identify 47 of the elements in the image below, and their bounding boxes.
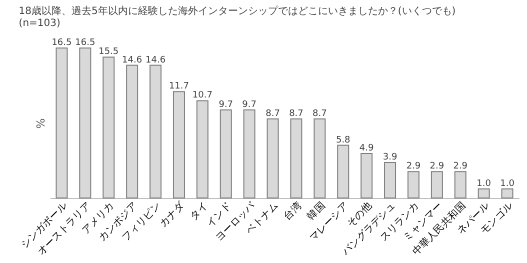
data-label: 16.5	[75, 38, 96, 48]
data-label: 3.9	[382, 152, 398, 163]
bar	[384, 162, 396, 198]
data-label: 1.0	[476, 178, 492, 189]
x-tick-label: 韓国	[304, 200, 328, 222]
data-label: 8.7	[312, 108, 327, 119]
bar	[430, 171, 443, 198]
x-tick-label: カナダ	[157, 199, 188, 230]
chart-subtitle: (n=103)	[18, 18, 61, 29]
data-label: 8.7	[266, 108, 280, 119]
bar	[290, 118, 302, 198]
bar	[102, 56, 115, 198]
bar	[172, 91, 185, 198]
bar	[360, 152, 373, 198]
y-axis-title: %	[34, 118, 48, 129]
data-label: 10.7	[192, 90, 212, 101]
bar	[126, 64, 138, 198]
data-label: 4.9	[359, 143, 374, 154]
bar	[150, 64, 162, 198]
bar	[478, 188, 490, 198]
bar	[243, 109, 256, 198]
data-label: 9.7	[242, 100, 256, 110]
data-label: 16.5	[52, 38, 72, 48]
data-label: 15.5	[98, 47, 119, 58]
data-label: 9.7	[218, 100, 234, 110]
data-label: 5.8	[336, 135, 351, 146]
data-label: 14.6	[122, 55, 142, 66]
bar	[337, 144, 350, 198]
chart-title: 18歳以降、過去5年以内に経験した海外インターンシップではどこにいきましたか？(いくつでも)	[18, 5, 456, 17]
data-label: 2.9	[430, 162, 444, 172]
bar	[56, 48, 68, 198]
data-label: 8.7	[289, 108, 304, 119]
data-label: 11.7	[168, 82, 189, 92]
data-label: 2.9	[406, 162, 421, 172]
x-tick-label: タイ	[188, 200, 210, 222]
bar	[196, 100, 208, 198]
data-label: 14.6	[146, 55, 166, 66]
data-label: 1.0	[500, 178, 515, 189]
bar	[79, 48, 92, 198]
data-label: 2.9	[453, 162, 468, 172]
bar	[266, 118, 279, 198]
bar	[454, 171, 466, 198]
x-tick-label: 台湾	[281, 200, 304, 222]
bar	[407, 171, 420, 198]
bar	[501, 188, 514, 198]
bar	[220, 109, 232, 198]
bar	[314, 118, 326, 198]
